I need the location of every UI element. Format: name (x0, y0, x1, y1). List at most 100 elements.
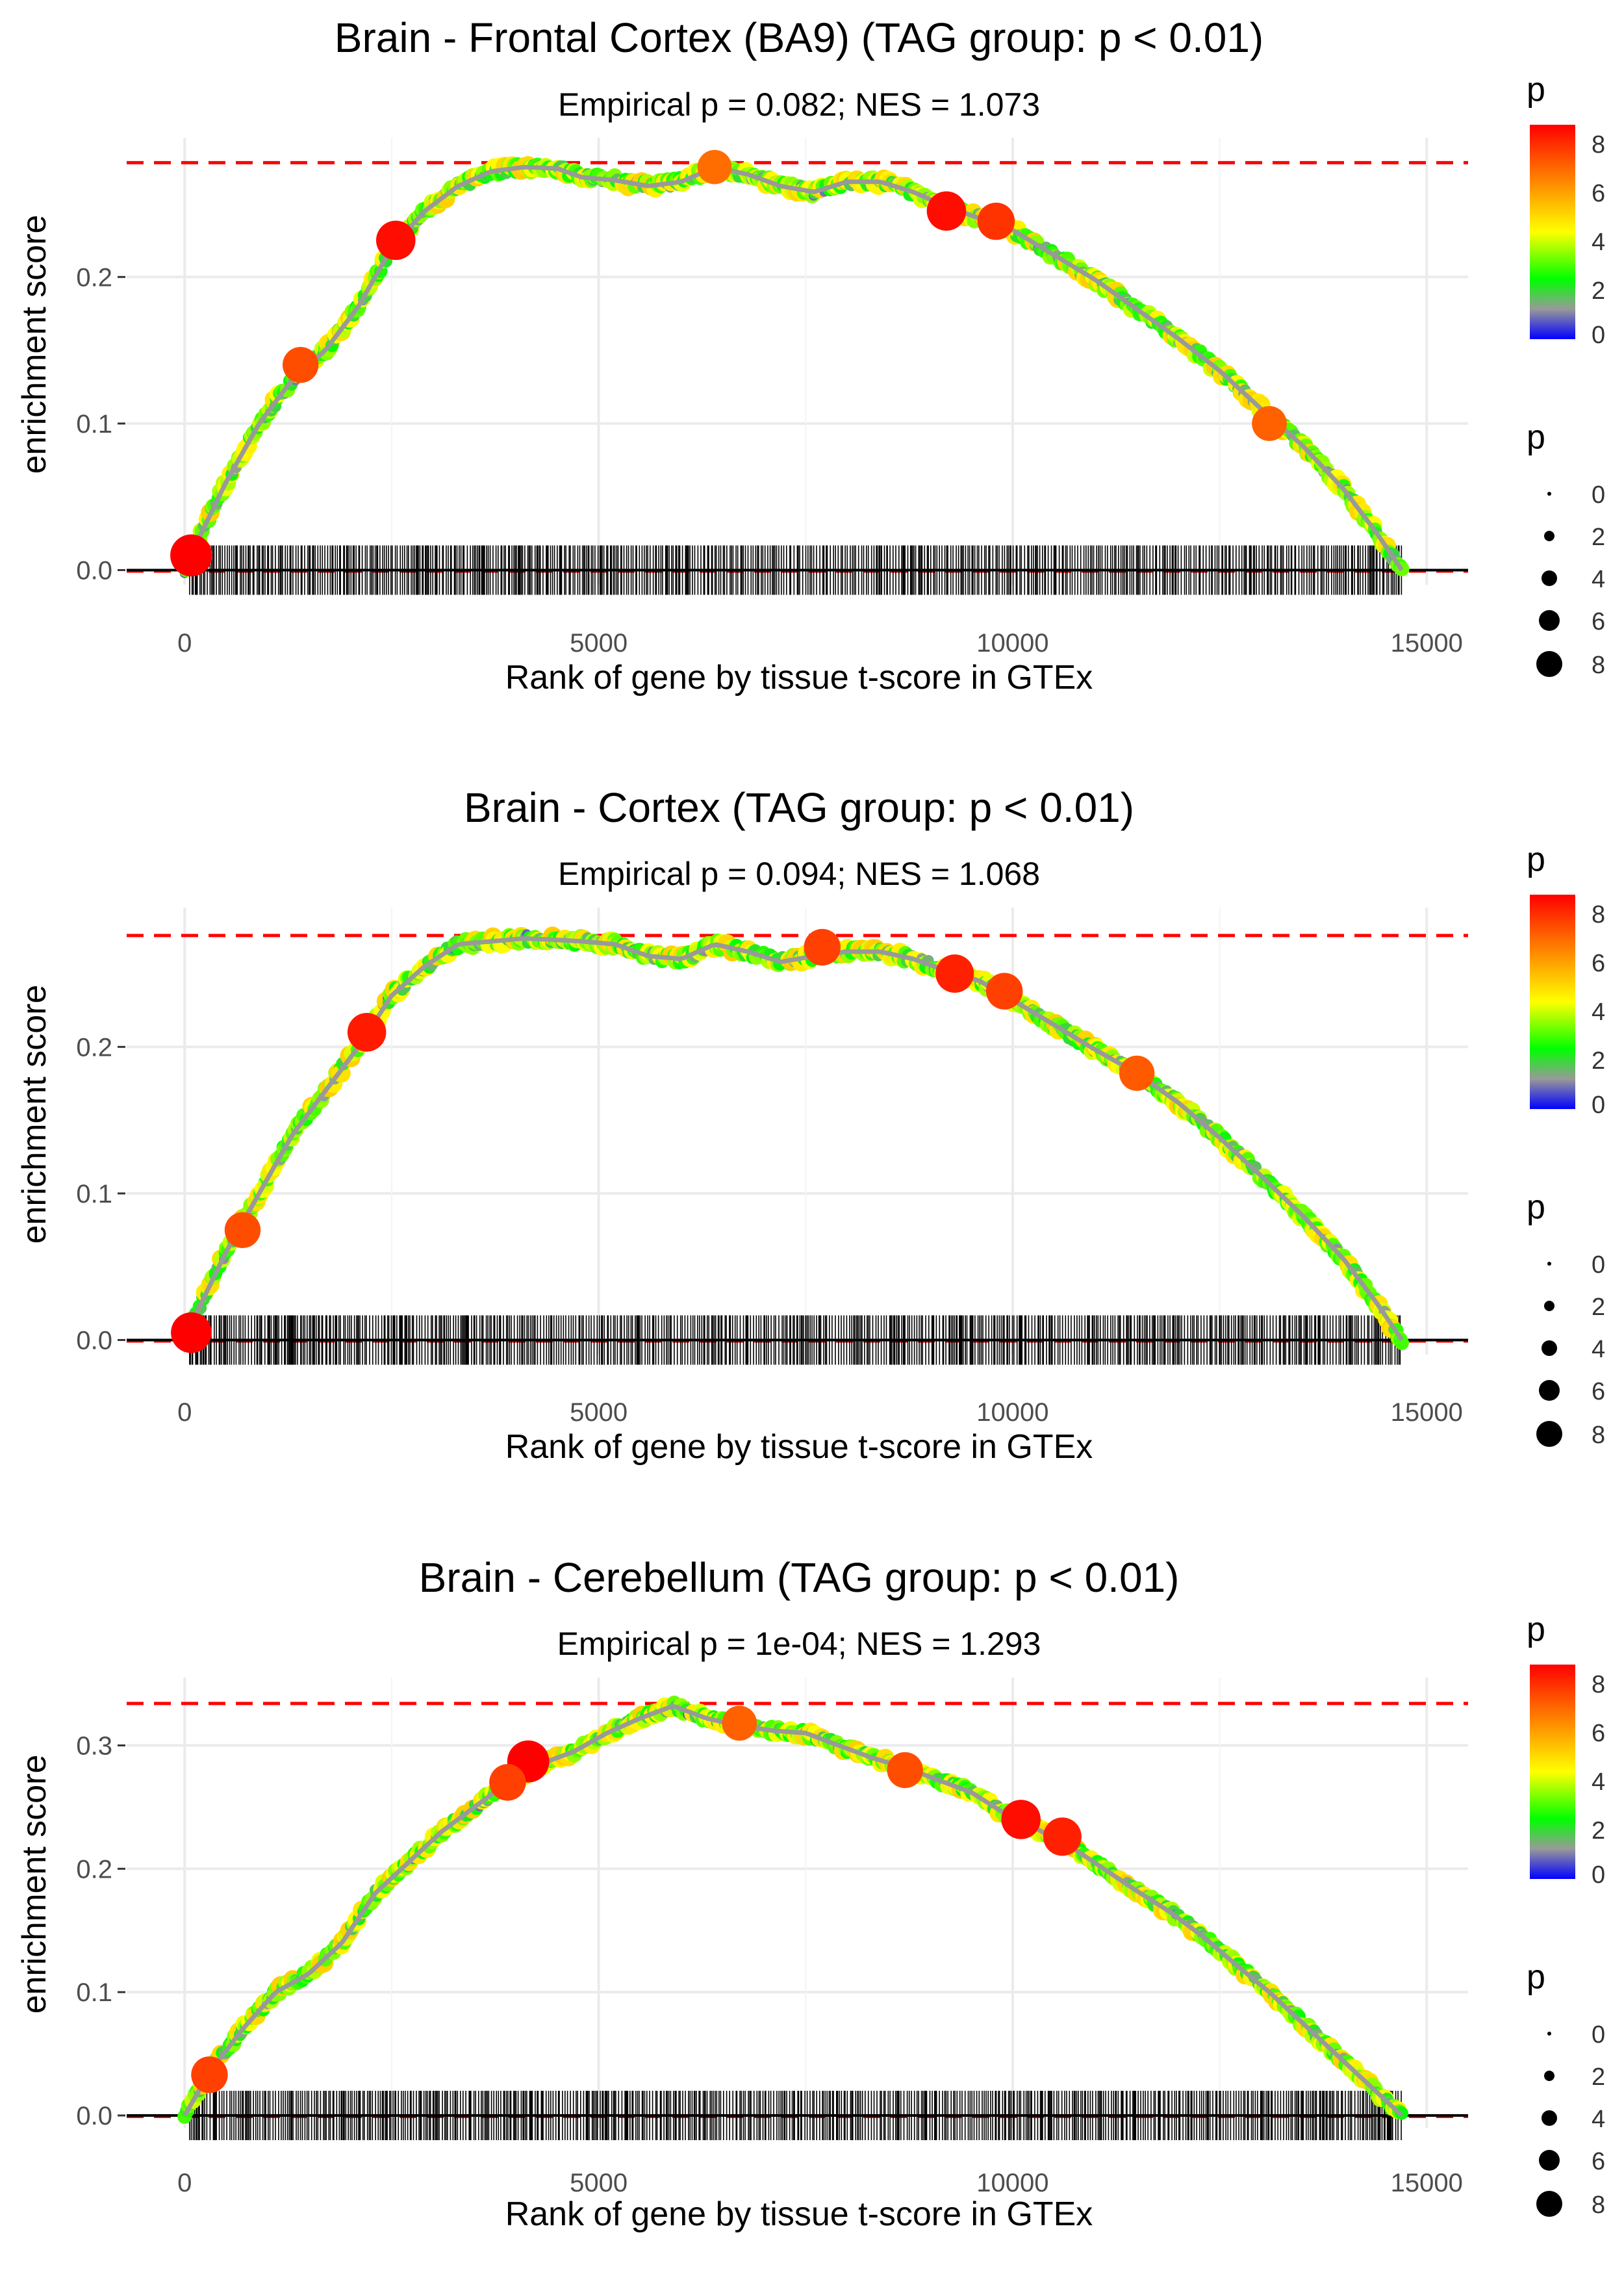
panel-2-title: Brain - Cortex (TAG group: p < 0.01) (464, 784, 1134, 831)
panel-1-plot-area: 0 5000 10000 15000 0.0 0.1 0.2 (76, 138, 1468, 658)
x-tick-label: 5000 (570, 629, 628, 658)
y-tick-label: 0.0 (76, 2102, 112, 2130)
panel-3-subtitle: Empirical p = 1e-04; NES = 1.293 (557, 1626, 1041, 1662)
panel-1-color-legend: p 8 6 4 2 0 (1527, 71, 1605, 349)
highlight-point (985, 973, 1023, 1010)
x-tick-label: 0 (177, 629, 192, 658)
panel-2-size-key-dot (1536, 1421, 1562, 1447)
panel-1-color-tick: 6 (1592, 180, 1605, 207)
panel-1-size-key-dot (1539, 610, 1560, 631)
panel-2-size-legend: p 0 2 4 6 8 (1527, 1188, 1605, 1449)
panel-2-color-legend-title: p (1527, 841, 1545, 878)
x-tick-label: 10000 (976, 2169, 1048, 2197)
panel-2-size-key-dot (1544, 1301, 1554, 1311)
panel-1-color-tick: 4 (1592, 229, 1605, 256)
panel-3-size-tick: 6 (1592, 2148, 1605, 2175)
highlight-point (977, 202, 1015, 240)
panel-2-plot-area: 0 5000 10000 15000 0.0 0.1 0.2 (76, 908, 1468, 1427)
y-tick-label: 0.2 (76, 1855, 112, 1884)
highlight-point (347, 1012, 387, 1052)
highlight-point (283, 346, 319, 383)
panel-2-size-tick: 2 (1592, 1294, 1605, 1321)
panel-1-size-key-dot (1542, 570, 1557, 586)
highlight-point (887, 1752, 923, 1789)
panel-3-color-legend: p 8 6 4 2 0 (1527, 1611, 1605, 1889)
panel-2-color-tick: 4 (1592, 999, 1605, 1026)
highlight-point (171, 1312, 212, 1353)
highlight-point (170, 534, 212, 577)
x-tick-label: 0 (177, 2169, 192, 2197)
panel-1-size-legend: p 0 2 4 6 8 (1527, 418, 1605, 679)
highlight-point (722, 1706, 757, 1741)
panel-3-color-tick: 8 (1592, 1671, 1605, 1698)
panel-1-subtitle: Empirical p = 0.082; NES = 1.073 (558, 86, 1040, 123)
highlight-point (191, 2056, 228, 2093)
panel-3-size-key-dot (1544, 2071, 1554, 2081)
y-tick-label: 0.2 (76, 263, 112, 292)
panel-1-color-legend-title: p (1527, 71, 1545, 109)
panel-1-size-legend-title: p (1527, 418, 1545, 456)
panel-2-color-bar (1530, 895, 1575, 1109)
y-tick-label: 0.0 (76, 1326, 112, 1355)
panel-2-size-key-dot (1539, 1380, 1560, 1401)
es-curve-line (183, 936, 1404, 1342)
panel-3-plot-area: 0 5000 10000 15000 0.0 0.1 0.2 0.3 (76, 1678, 1468, 2197)
panel-3-color-tick: 4 (1592, 1769, 1605, 1796)
highlight-point (1001, 1800, 1041, 1839)
panel-3-size-key-dot (1547, 2032, 1551, 2036)
panel-2-ylabel: enrichment score (16, 985, 53, 1244)
panel-1-size-tick: 6 (1592, 608, 1605, 635)
panel-2-color-tick: 6 (1592, 950, 1605, 977)
panel-1-size-tick: 4 (1592, 566, 1605, 593)
highlight-point (375, 220, 416, 261)
panel-3-color-legend-title: p (1527, 1611, 1545, 1648)
highlight-point (926, 191, 967, 231)
panel-3-xlabel: Rank of gene by tissue t-score in GTEx (505, 2195, 1093, 2233)
panel-1-color-tick: 8 (1592, 131, 1605, 159)
panel-3-color-tick: 6 (1592, 1720, 1605, 1747)
x-tick-label: 15000 (1391, 629, 1463, 658)
panel-3-color-bar (1530, 1665, 1575, 1879)
panel-1-xlabel: Rank of gene by tissue t-score in GTEx (505, 659, 1093, 696)
y-tick-label: 0.2 (76, 1033, 112, 1062)
highlight-point (1119, 1055, 1155, 1092)
es-point (1395, 1335, 1409, 1350)
panel-3-ylabel: enrichment score (16, 1755, 53, 2014)
panel-2: Brain - Cortex (TAG group: p < 0.01) Emp… (16, 784, 1605, 1466)
highlight-point (804, 928, 841, 966)
panel-1-color-bar (1530, 125, 1575, 339)
highlight-point (697, 149, 732, 185)
panel-1-title: Brain - Frontal Cortex (BA9) (TAG group:… (335, 14, 1263, 61)
panel-1-color-tick: 2 (1592, 277, 1605, 305)
y-tick-label: 0.1 (76, 1180, 112, 1208)
panel-1-size-key-dot (1547, 492, 1551, 496)
highlight-point (489, 1764, 526, 1801)
panel-3: Brain - Cerebellum (TAG group: p < 0.01)… (16, 1554, 1605, 2233)
panel-1-size-tick: 0 (1592, 481, 1605, 509)
x-tick-label: 10000 (976, 1398, 1048, 1427)
panel-1-color-tick: 0 (1592, 322, 1605, 349)
panel-1-size-key-dot (1536, 651, 1562, 677)
panel-3-title: Brain - Cerebellum (TAG group: p < 0.01) (419, 1554, 1180, 1601)
x-tick-label: 5000 (570, 2169, 628, 2197)
panel-2-color-legend: p 8 6 4 2 0 (1527, 841, 1605, 1119)
panel-2-color-tick: 8 (1592, 901, 1605, 928)
x-tick-label: 15000 (1391, 1398, 1463, 1427)
panel-3-color-tick: 2 (1592, 1817, 1605, 1845)
highlight-point (935, 954, 974, 993)
y-tick-label: 0.0 (76, 556, 112, 585)
panel-2-size-tick: 8 (1592, 1422, 1605, 1449)
panel-3-size-key-dot (1542, 2110, 1557, 2126)
panel-1-ylabel: enrichment score (16, 215, 53, 474)
panel-2-size-legend-title: p (1527, 1188, 1545, 1226)
panel-3-color-tick: 0 (1592, 1861, 1605, 1889)
panel-1: Brain - Frontal Cortex (BA9) (TAG group:… (16, 14, 1605, 696)
panel-2-size-tick: 4 (1592, 1336, 1605, 1363)
panel-2-color-tick: 0 (1592, 1092, 1605, 1119)
highlight-point (1043, 1817, 1082, 1856)
panel-2-size-tick: 6 (1592, 1378, 1605, 1405)
y-tick-label: 0.1 (76, 1978, 112, 2007)
panel-3-size-key-dot (1536, 2191, 1562, 2217)
panel-2-size-tick: 0 (1592, 1251, 1605, 1279)
